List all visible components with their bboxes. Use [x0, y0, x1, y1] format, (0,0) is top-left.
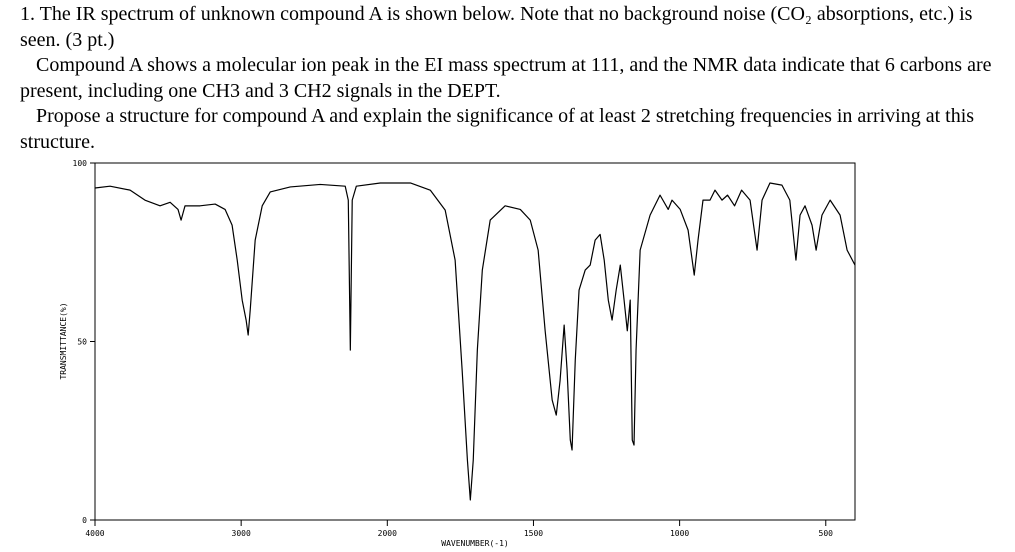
y-tick-label: 0: [82, 516, 87, 525]
question-paragraph: Compound A shows a molecular ion peak in…: [20, 54, 992, 102]
y-axis-label: TRANSMITTANCE(%): [59, 302, 68, 379]
x-tick-label: 1000: [670, 529, 689, 538]
spectrum-line: [94, 182, 856, 501]
x-tick-label: 1500: [524, 529, 543, 538]
x-tick-label: 2000: [378, 529, 397, 538]
y-tick-label: 100: [73, 159, 88, 168]
plot-frame: [94, 162, 856, 521]
question-paragraph: Propose a structure for compound A and e…: [20, 105, 975, 153]
x-tick-label: 3000: [232, 529, 251, 538]
question-line: 1. The IR spectrum of unknown compound A…: [20, 3, 973, 51]
question: 1. The IR spectrum of unknown compound A…: [20, 2, 1010, 155]
x-axis-label: WAVENUMBER(-1): [441, 539, 508, 548]
y-tick-label: 50: [77, 338, 87, 347]
x-tick-label: 500: [819, 529, 834, 538]
x-tick-label: 4000: [85, 529, 104, 538]
